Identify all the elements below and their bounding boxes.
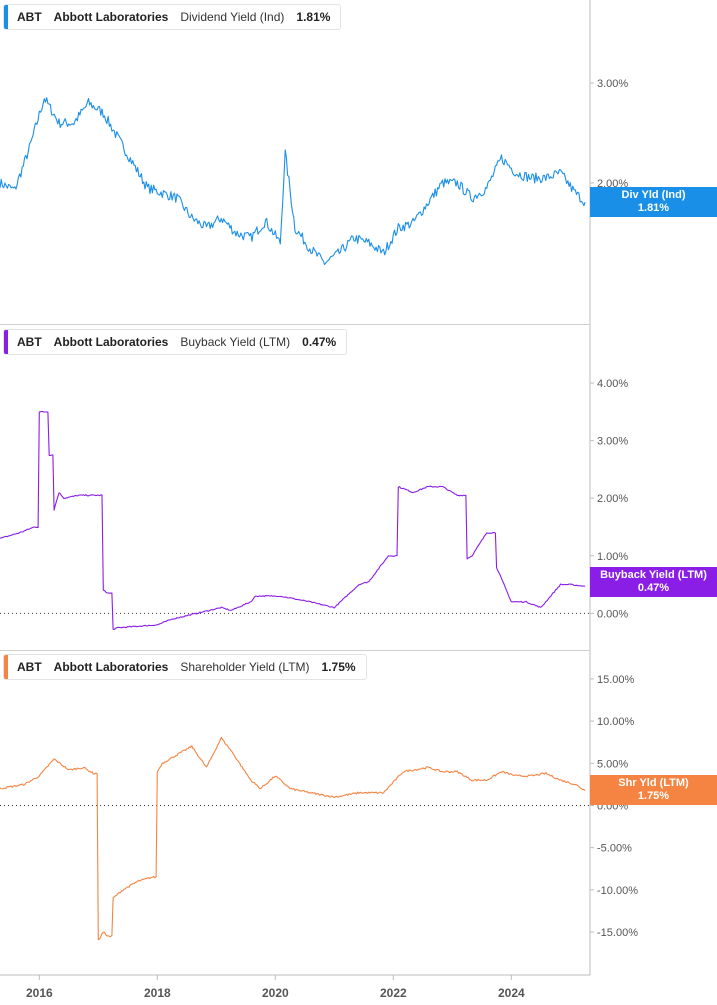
y-tick-label: 2.00% [597, 493, 628, 505]
legend-value: 1.75% [321, 660, 356, 674]
legend-dividend-yield[interactable]: ABT Abbott Laboratories Dividend Yield (… [3, 4, 342, 30]
badge-value: 1.75% [637, 790, 670, 802]
x-tick-label: 2024 [498, 986, 525, 1000]
series-line-dividend [0, 97, 586, 266]
y-tick-label: 1.00% [597, 551, 628, 563]
legend-ticker: ABT [17, 335, 42, 349]
legend-color-swatch [4, 655, 8, 679]
legend-metric: Dividend Yield (Ind) [180, 10, 285, 24]
y-tick-label: 3.00% [597, 436, 628, 448]
panel-divider-1 [0, 324, 590, 325]
legend-metric: Buyback Yield (LTM) [180, 335, 291, 349]
badge-value: 0.47% [637, 582, 670, 594]
y-tick-label: 5.00% [597, 758, 628, 770]
legend-company: Abbott Laboratories [53, 10, 169, 24]
legend-metric: Shareholder Yield (LTM) [180, 660, 310, 674]
y-tick-label: -5.00% [597, 843, 632, 855]
y-tick-label: -15.00% [597, 927, 638, 939]
badge-value: 1.81% [637, 202, 670, 214]
legend-company: Abbott Laboratories [53, 335, 169, 349]
x-tick-label: 2022 [380, 986, 407, 1000]
legend-ticker: ABT [17, 10, 42, 24]
badge-label: Div Yld (Ind) [621, 189, 686, 201]
y-tick-label: 10.00% [597, 716, 635, 728]
y-tick-label: 0.00% [597, 608, 628, 620]
legend-shareholder-yield[interactable]: ABT Abbott Laboratories Shareholder Yiel… [3, 654, 367, 680]
series-line-shareholder [0, 736, 586, 941]
last-value-badge-buyback: Buyback Yield (LTM) 0.47% [590, 567, 717, 597]
last-value-badge-shareholder: Shr Yld (LTM) 1.75% [590, 775, 717, 805]
y-tick-label: 3.00% [597, 78, 628, 90]
y-tick-label: 15.00% [597, 674, 635, 686]
last-value-badge-dividend: Div Yld (Ind) 1.81% [590, 187, 717, 217]
x-tick-label: 2020 [262, 986, 289, 1000]
series-line-buyback [0, 410, 586, 631]
legend-color-swatch [4, 5, 8, 29]
legend-ticker: ABT [17, 660, 42, 674]
badge-label: Buyback Yield (LTM) [600, 569, 707, 581]
panel-divider-2 [0, 650, 590, 651]
legend-color-swatch [4, 330, 8, 354]
legend-value: 1.81% [296, 10, 331, 24]
x-tick-label: 2018 [144, 986, 171, 1000]
x-tick-label: 2016 [26, 986, 53, 1000]
legend-buyback-yield[interactable]: ABT Abbott Laboratories Buyback Yield (L… [3, 329, 348, 355]
legend-company: Abbott Laboratories [53, 660, 169, 674]
y-tick-label: 4.00% [597, 378, 628, 390]
y-tick-label: -10.00% [597, 885, 638, 897]
legend-value: 0.47% [302, 335, 337, 349]
badge-label: Shr Yld (LTM) [618, 777, 689, 789]
